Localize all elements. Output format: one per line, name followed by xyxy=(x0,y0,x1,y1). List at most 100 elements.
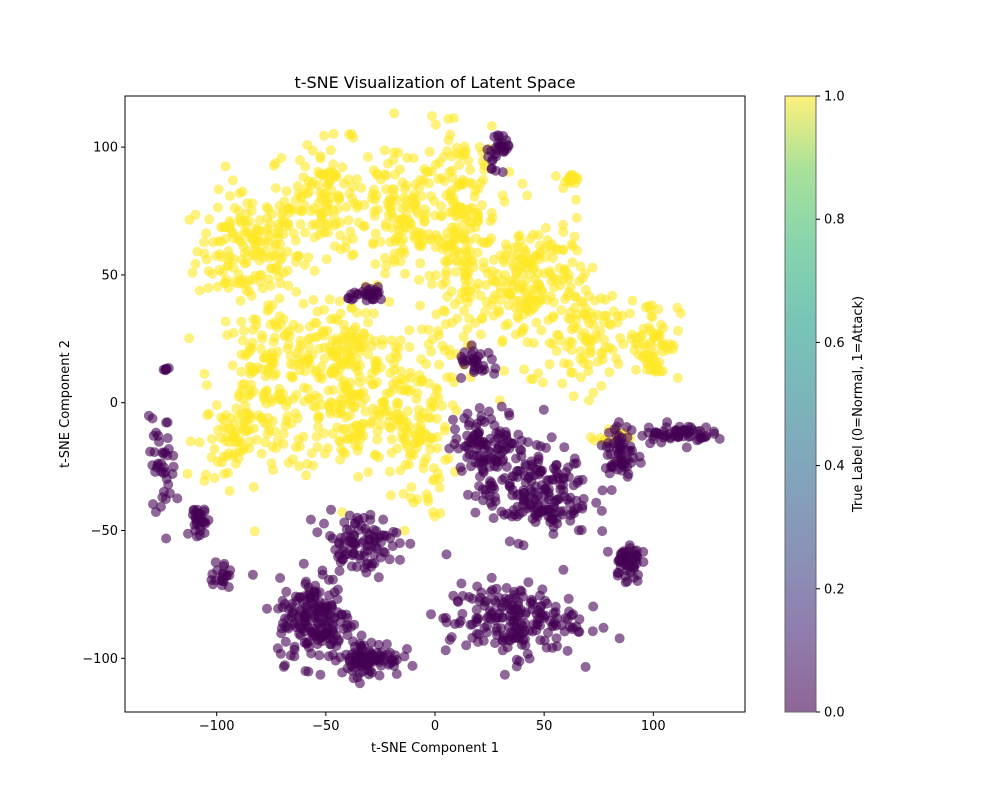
data-point xyxy=(282,327,293,338)
data-point xyxy=(599,334,610,345)
data-point xyxy=(199,475,210,486)
data-point xyxy=(447,400,458,411)
data-point xyxy=(630,364,641,375)
data-point xyxy=(227,175,238,186)
data-point xyxy=(406,482,417,493)
data-point xyxy=(369,549,379,560)
data-point xyxy=(267,441,278,452)
data-point xyxy=(499,509,510,520)
data-point xyxy=(158,468,169,479)
data-point xyxy=(309,232,320,243)
data-point xyxy=(515,585,526,596)
data-point xyxy=(228,328,239,338)
data-point xyxy=(302,350,312,361)
data-point xyxy=(337,162,348,173)
data-point xyxy=(375,236,386,247)
data-point xyxy=(379,145,390,156)
data-point xyxy=(604,442,615,453)
data-point xyxy=(209,473,220,483)
data-point xyxy=(278,314,289,324)
data-point xyxy=(546,276,557,286)
data-point xyxy=(294,155,305,166)
data-point xyxy=(559,442,570,453)
data-point xyxy=(390,233,401,244)
data-point xyxy=(368,403,379,414)
data-point xyxy=(381,260,392,271)
data-point xyxy=(298,558,309,569)
data-point xyxy=(489,595,500,606)
data-point xyxy=(583,291,594,302)
data-point xyxy=(427,279,437,290)
data-point xyxy=(239,248,250,258)
data-point xyxy=(263,274,274,285)
data-point xyxy=(450,222,461,233)
data-point xyxy=(567,337,577,348)
data-point xyxy=(425,403,436,414)
data-point xyxy=(287,371,298,382)
data-point xyxy=(544,359,555,370)
data-point xyxy=(248,324,259,335)
data-point xyxy=(474,481,485,492)
data-point xyxy=(543,475,554,486)
data-point xyxy=(478,174,489,185)
data-point xyxy=(247,337,258,348)
data-point xyxy=(464,417,475,428)
data-point xyxy=(258,388,269,399)
data-point xyxy=(519,494,530,505)
data-point xyxy=(662,417,673,428)
data-point xyxy=(567,257,578,268)
data-point xyxy=(300,619,311,630)
data-point xyxy=(241,348,252,359)
data-point xyxy=(531,317,542,328)
x-axis-label: t-SNE Component 1 xyxy=(371,741,499,756)
data-point xyxy=(434,359,445,370)
data-point xyxy=(275,278,286,289)
data-point xyxy=(504,536,515,547)
data-point xyxy=(615,333,626,343)
data-point xyxy=(235,295,246,306)
data-point xyxy=(503,318,513,329)
data-point xyxy=(428,475,438,486)
data-point xyxy=(353,440,364,451)
data-point xyxy=(361,308,372,318)
data-point xyxy=(517,178,528,189)
data-point xyxy=(525,254,536,265)
data-point xyxy=(302,140,313,150)
data-point xyxy=(328,649,339,660)
data-point xyxy=(459,255,470,266)
data-point xyxy=(598,622,609,633)
data-point xyxy=(612,567,623,578)
data-point xyxy=(558,274,569,285)
data-point xyxy=(515,444,526,455)
data-point xyxy=(344,510,355,521)
data-point xyxy=(540,222,551,233)
data-point xyxy=(305,592,316,603)
data-point xyxy=(371,377,382,388)
data-point xyxy=(267,356,278,367)
data-point xyxy=(349,619,360,630)
data-point xyxy=(614,633,625,644)
colorbar-label: True Label (0=Normal, 1=Attack) xyxy=(851,296,866,513)
data-point xyxy=(203,283,214,293)
chart-title: t-SNE Visualization of Latent Space xyxy=(294,73,575,92)
data-point xyxy=(607,290,618,301)
data-point xyxy=(390,169,401,180)
data-point xyxy=(248,482,259,492)
data-point xyxy=(370,228,381,239)
data-point xyxy=(261,398,272,409)
data-point xyxy=(396,385,407,396)
data-point xyxy=(416,191,427,202)
data-point xyxy=(300,227,311,238)
data-point xyxy=(537,584,548,595)
data-point xyxy=(436,201,447,212)
data-point xyxy=(187,267,198,278)
data-point xyxy=(218,422,229,433)
data-point xyxy=(248,423,259,434)
data-point xyxy=(328,366,339,377)
data-point xyxy=(519,618,530,629)
data-point xyxy=(507,490,518,501)
data-point xyxy=(482,144,493,155)
data-point xyxy=(548,253,558,263)
data-point xyxy=(701,422,711,433)
y-tick-label: 50 xyxy=(101,268,118,283)
